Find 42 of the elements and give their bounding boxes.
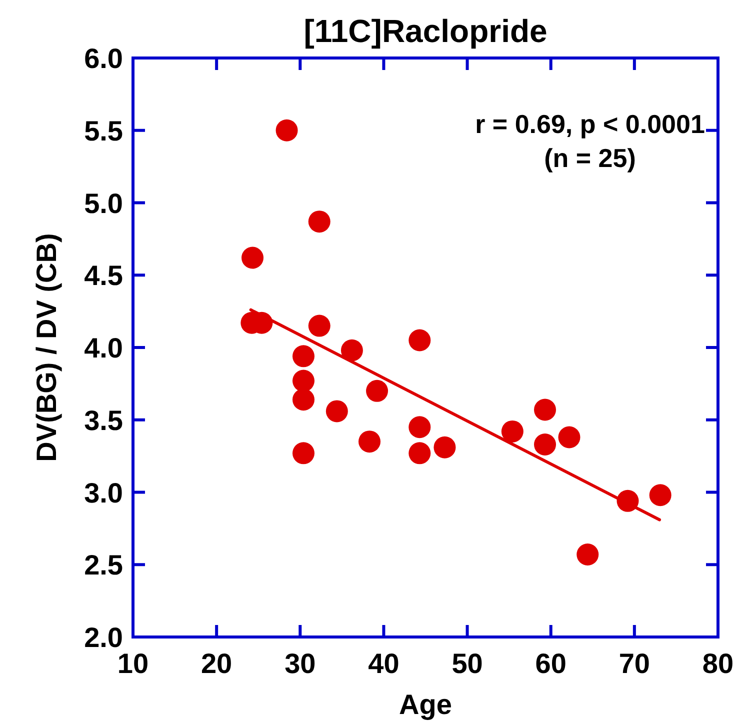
- point: [276, 119, 298, 142]
- point: [408, 329, 431, 352]
- x-tick-label: 60: [535, 648, 566, 679]
- x-tick-label: 30: [284, 648, 316, 679]
- point: [340, 339, 363, 362]
- annotation: (n = 25): [544, 143, 636, 173]
- annotation: r = 0.69, p < 0.0001: [475, 109, 705, 139]
- x-tick-label: 50: [452, 648, 483, 679]
- point: [558, 426, 580, 448]
- point: [408, 442, 431, 464]
- y-tick-label: 4.0: [84, 332, 123, 364]
- point: [434, 436, 456, 458]
- point: [534, 433, 556, 456]
- y-tick-label: 4.5: [84, 260, 123, 292]
- x-tick-label: 70: [618, 648, 650, 679]
- y-tick-label: 3.5: [84, 404, 123, 436]
- y-tick-label: 6.0: [84, 43, 123, 74]
- chart-title: [11C]Raclopride: [304, 13, 548, 49]
- point: [292, 388, 314, 411]
- point: [242, 246, 264, 269]
- point: [534, 398, 556, 421]
- y-axis-title: DV(BG) / DV (CB): [31, 233, 62, 462]
- point: [292, 370, 314, 392]
- point: [649, 484, 672, 506]
- point: [308, 314, 330, 337]
- point: [358, 430, 381, 453]
- point: [308, 210, 330, 233]
- point: [366, 380, 388, 402]
- point: [501, 420, 524, 442]
- y-tick-label: 5.0: [84, 188, 123, 219]
- point: [576, 543, 599, 566]
- x-axis-title: Age: [399, 689, 452, 720]
- point: [292, 442, 314, 464]
- point: [292, 345, 314, 368]
- point: [326, 400, 348, 422]
- x-tick-label: 40: [368, 648, 400, 679]
- x-tick-label: 80: [702, 648, 734, 679]
- y-tick-label: 3.0: [84, 477, 123, 508]
- point: [408, 416, 431, 438]
- x-tick-label: 20: [200, 648, 232, 679]
- y-tick-label: 2.5: [84, 550, 123, 581]
- y-tick-label: 5.5: [84, 115, 123, 146]
